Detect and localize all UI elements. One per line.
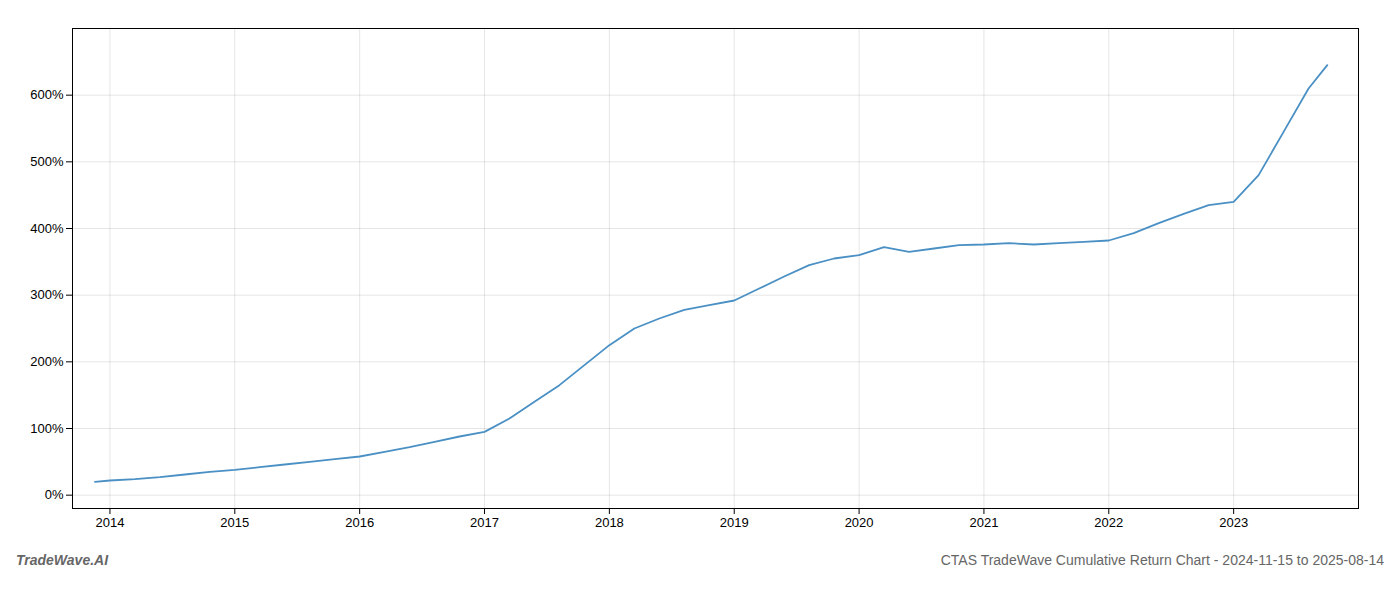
svg-text:2020: 2020 <box>845 515 874 530</box>
svg-text:2015: 2015 <box>220 515 249 530</box>
svg-text:2014: 2014 <box>95 515 124 530</box>
svg-text:300%: 300% <box>30 287 64 302</box>
svg-text:2016: 2016 <box>345 515 374 530</box>
svg-text:2019: 2019 <box>720 515 749 530</box>
svg-text:0%: 0% <box>45 487 64 502</box>
svg-text:2018: 2018 <box>595 515 624 530</box>
html-text:TradeWave.AI: TradeWave.AI <box>16 552 109 568</box>
svg-text:2023: 2023 <box>1219 515 1248 530</box>
html-text:CTAS TradeWave Cumulative Retu: CTAS TradeWave Cumulative Return Chart -… <box>940 552 1384 568</box>
svg-text:2022: 2022 <box>1094 515 1123 530</box>
svg-text:600%: 600% <box>30 87 64 102</box>
svg-text:2021: 2021 <box>969 515 998 530</box>
svg-text:400%: 400% <box>30 221 64 236</box>
svg-text:100%: 100% <box>30 421 64 436</box>
svg-text:200%: 200% <box>30 354 64 369</box>
svg-text:2017: 2017 <box>470 515 499 530</box>
svg-text:500%: 500% <box>30 154 64 169</box>
